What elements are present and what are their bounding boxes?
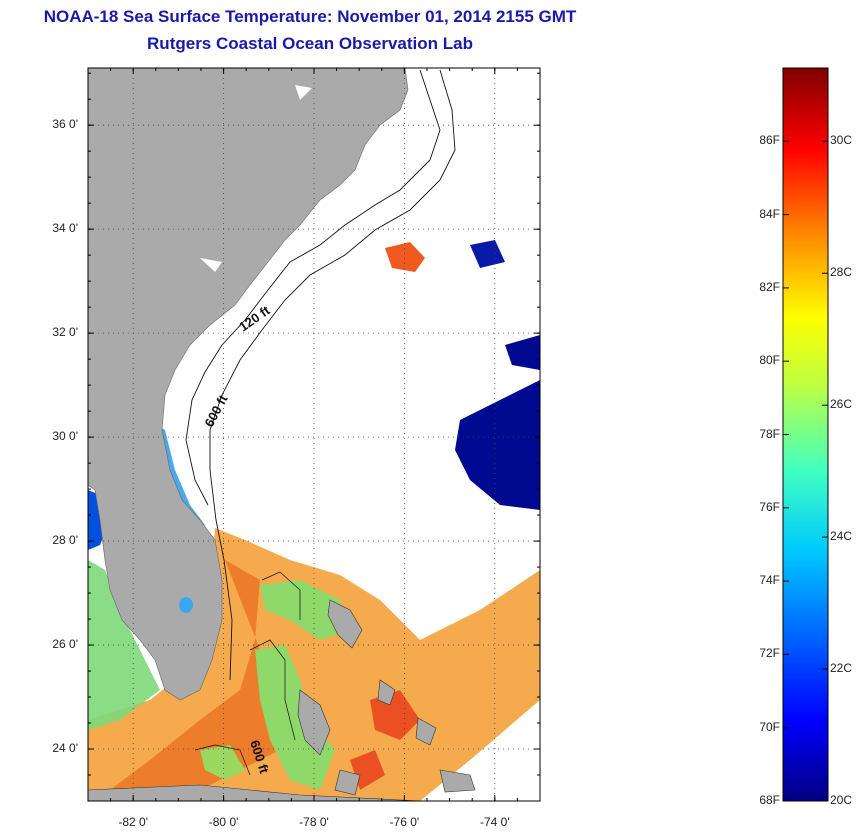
colorbar-f-label: 76F — [759, 499, 780, 514]
lon-label: -82 0' — [118, 815, 149, 829]
lat-label: 36 0' — [52, 117, 78, 132]
land-island — [377, 679, 396, 706]
sst-shelf-region — [200, 745, 245, 780]
colorbar-c-label: 30C — [830, 133, 853, 148]
sst-hot-spot — [385, 242, 425, 272]
lat-label: 32 0' — [52, 325, 78, 340]
sst-warm-region — [110, 560, 300, 790]
colorbar-f-label: 68F — [759, 793, 780, 807]
colorbar-f-label: 82F — [759, 279, 780, 294]
colorbar-f-label: 72F — [759, 646, 780, 661]
lon-label: -74 0' — [479, 815, 510, 829]
map-grid — [88, 68, 540, 801]
colorbar-f-label: 74F — [759, 573, 780, 588]
land-mainland — [88, 68, 409, 701]
land-island — [415, 717, 437, 746]
colorbar-c-label: 28C — [830, 265, 853, 280]
sst-cool-region — [88, 490, 110, 550]
lake-okeechobee — [179, 597, 193, 613]
lat-label: 30 0' — [52, 429, 78, 444]
sst-cool-region — [455, 380, 540, 510]
sound-water — [295, 85, 312, 100]
map-title: NOAA-18 Sea Surface Temperature: Novembe… — [43, 7, 577, 26]
colorbar-c-label: 26C — [830, 397, 853, 412]
sst-cool-region — [505, 335, 540, 370]
contour-600ft — [209, 69, 456, 681]
lon-label: -76 0' — [389, 815, 420, 829]
contour-120ft — [185, 69, 441, 506]
land-island — [327, 599, 363, 649]
colorbar-f-label: 78F — [759, 426, 780, 441]
lon-label: -78 0' — [299, 815, 329, 829]
lat-label: 26 0' — [52, 637, 78, 652]
land-island — [334, 769, 361, 796]
sst-hot-spot — [370, 690, 420, 740]
map-ticks — [87, 68, 541, 802]
colorbar-c-label: 20C — [830, 793, 853, 807]
sst-cool-region — [470, 240, 505, 268]
land-cuba — [88, 784, 421, 801]
lat-label: 34 0' — [52, 221, 78, 236]
lat-label: 24 0' — [52, 741, 78, 755]
colorbar-c-label: 24C — [830, 529, 853, 544]
sst-shelf-region — [260, 580, 350, 640]
land-island — [439, 769, 476, 793]
colorbar-f-label: 70F — [759, 719, 780, 734]
colorbar-c-label: 22C — [830, 661, 853, 676]
colorbar-f-label: 86F — [759, 133, 780, 148]
lat-label: 28 0' — [52, 533, 78, 548]
contour-shelf — [194, 571, 301, 776]
sst-shelf-region — [255, 645, 335, 790]
colorbar-f-label: 84F — [759, 206, 780, 221]
map-subtitle: Rutgers Coastal Ocean Observation Lab — [147, 34, 473, 53]
colorbar-f-label: 80F — [759, 353, 780, 368]
sound-water — [200, 258, 222, 272]
colorbar — [782, 67, 829, 802]
colorbar-ticks — [783, 140, 828, 802]
land-island — [297, 689, 331, 756]
lon-label: -80 0' — [208, 815, 239, 829]
